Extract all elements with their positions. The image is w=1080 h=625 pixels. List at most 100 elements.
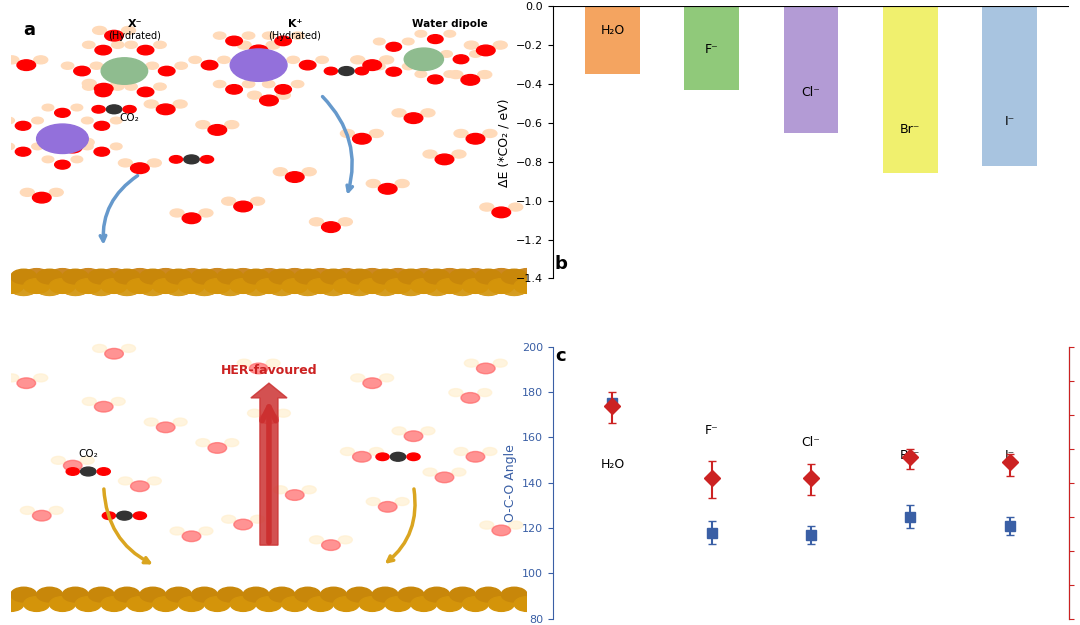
Circle shape [276,409,291,417]
Circle shape [282,597,308,611]
Circle shape [82,79,96,88]
Text: (Hydrated): (Hydrated) [108,31,161,41]
Circle shape [208,442,227,453]
Circle shape [243,269,269,284]
Circle shape [62,279,90,296]
Circle shape [474,279,502,296]
Circle shape [421,427,435,435]
Circle shape [428,34,443,44]
Circle shape [461,392,480,403]
Circle shape [276,91,291,99]
FancyArrow shape [251,383,287,545]
Circle shape [226,84,242,94]
Circle shape [178,279,204,293]
Bar [685,6,739,90]
Circle shape [483,129,497,138]
Circle shape [145,418,158,426]
Circle shape [113,279,140,296]
Circle shape [133,512,147,519]
Circle shape [527,588,553,602]
Circle shape [36,279,64,296]
Circle shape [449,71,463,79]
Circle shape [80,138,94,146]
Circle shape [480,521,494,529]
Circle shape [226,36,242,46]
Circle shape [423,150,437,158]
Circle shape [152,597,178,611]
Bar [585,6,639,74]
Circle shape [347,588,373,602]
Circle shape [444,71,456,78]
Circle shape [95,88,111,97]
Circle shape [49,269,77,284]
Circle shape [366,179,380,188]
Circle shape [50,506,64,514]
Circle shape [36,279,64,296]
Circle shape [403,63,414,70]
Circle shape [76,597,102,611]
Circle shape [199,209,213,217]
Circle shape [275,84,292,94]
Circle shape [234,201,253,212]
Circle shape [397,279,424,296]
Circle shape [32,511,51,521]
Circle shape [50,188,64,196]
Circle shape [476,45,495,56]
Circle shape [114,588,140,602]
Circle shape [464,41,478,49]
Circle shape [23,269,51,284]
Circle shape [422,279,450,296]
Circle shape [360,279,386,293]
Circle shape [322,222,340,232]
Circle shape [308,279,334,293]
Circle shape [157,104,175,114]
Circle shape [346,279,374,296]
Circle shape [386,597,410,611]
Circle shape [195,439,210,447]
Circle shape [527,269,553,284]
Circle shape [376,453,389,461]
Circle shape [52,138,65,146]
Circle shape [281,269,309,284]
Circle shape [422,279,450,296]
Circle shape [214,32,226,39]
Circle shape [93,344,107,352]
Circle shape [275,36,292,46]
Text: H₂O: H₂O [600,24,624,37]
Circle shape [380,56,393,64]
Circle shape [477,389,491,397]
Circle shape [384,269,411,284]
Circle shape [295,269,321,284]
Circle shape [126,269,153,284]
Circle shape [11,269,37,284]
Circle shape [21,188,35,196]
Circle shape [147,159,161,167]
Circle shape [266,359,280,367]
Circle shape [347,269,373,284]
Circle shape [374,63,386,70]
Circle shape [321,588,347,602]
Circle shape [114,269,140,284]
Circle shape [137,88,153,97]
Circle shape [492,525,511,536]
Circle shape [287,56,299,63]
Circle shape [204,279,230,293]
Circle shape [73,66,91,76]
Circle shape [15,148,31,156]
Circle shape [110,143,122,150]
Circle shape [111,79,125,88]
Circle shape [461,74,480,85]
Circle shape [178,597,204,611]
Circle shape [15,121,31,130]
Circle shape [294,279,322,296]
Circle shape [81,143,93,150]
Text: I⁻: I⁻ [1004,449,1015,462]
Circle shape [509,521,523,529]
Circle shape [170,209,184,217]
Circle shape [94,148,109,156]
Circle shape [392,109,406,117]
Circle shape [302,168,316,176]
Circle shape [351,56,365,64]
Circle shape [102,279,127,293]
Circle shape [476,363,495,374]
